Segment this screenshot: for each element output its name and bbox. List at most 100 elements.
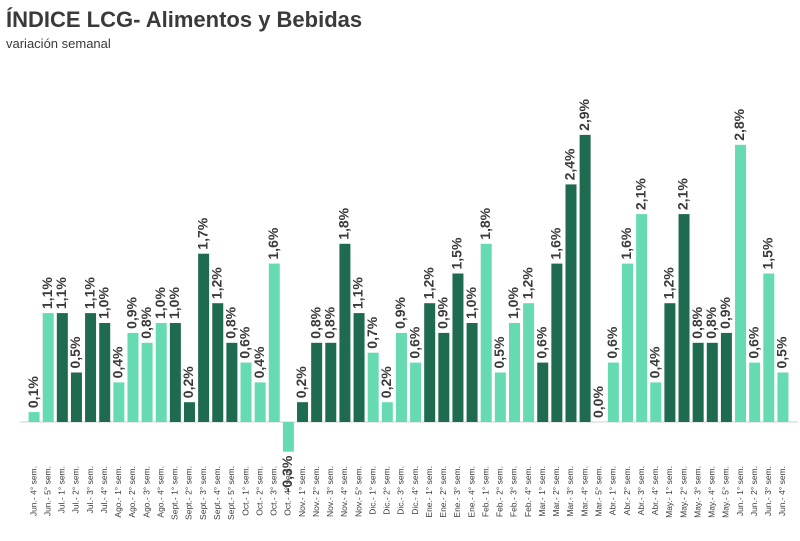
- value-label: 0,6%: [604, 326, 620, 358]
- value-label: 0,6%: [406, 326, 422, 358]
- bar: [720, 332, 732, 422]
- value-label: 2,1%: [675, 178, 691, 210]
- value-label: 2,9%: [576, 98, 592, 130]
- x-tick-label: Ago.- 4° sem.: [155, 466, 165, 518]
- bar: [692, 342, 704, 422]
- value-label: 1,0%: [95, 287, 111, 319]
- bar: [410, 362, 422, 422]
- x-tick-label: Mar.- 2° sem.: [551, 466, 561, 517]
- x-tick-label: Mar.- 3° sem.: [565, 466, 575, 517]
- x-tick-label: Abr.- 4° sem.: [650, 466, 660, 515]
- bar: [607, 362, 619, 422]
- bar: [70, 372, 82, 422]
- value-label: 0,9%: [124, 296, 140, 328]
- value-label: 1,1%: [81, 277, 97, 309]
- bar: [169, 323, 181, 422]
- x-tick-label: Jun.- 4° sem.: [777, 466, 787, 516]
- x-tick-label: Jun.- 4° sem.: [28, 466, 38, 516]
- bar: [325, 342, 337, 422]
- value-label: 1,2%: [420, 267, 436, 299]
- value-label: 0,5%: [491, 336, 507, 368]
- bar: [537, 362, 549, 422]
- bar: [622, 263, 634, 422]
- bar: [579, 134, 591, 422]
- x-tick-label: Dic.- 2° sem.: [382, 466, 392, 515]
- bar: [339, 243, 351, 422]
- x-tick-label: Ene.- 3° sem.: [452, 466, 462, 518]
- x-tick-label: Dic.- 1° sem.: [367, 466, 377, 515]
- x-tick-label: Sept.- 2° sem.: [184, 466, 194, 520]
- bar: [212, 303, 224, 422]
- value-label: 0,4%: [110, 346, 126, 378]
- value-label: 1,2%: [519, 267, 535, 299]
- bar: [664, 303, 676, 422]
- x-tick-label: May.- 1° sem.: [664, 466, 674, 518]
- bar: [99, 323, 111, 422]
- value-label: 1,5%: [449, 237, 465, 269]
- bar: [508, 323, 520, 422]
- value-label: 0,6%: [745, 326, 761, 358]
- value-label: 0,4%: [251, 346, 267, 378]
- value-label: 0,6%: [533, 326, 549, 358]
- x-tick-label: Mar.- 1° sem.: [537, 466, 547, 517]
- x-tick-label: Oct.- 4° sem.: [283, 466, 293, 516]
- x-tick-label: May.- 4° sem.: [707, 466, 717, 518]
- bar: [636, 214, 648, 422]
- value-label: 0,2%: [293, 366, 309, 398]
- x-tick-label: Ene.- 2° sem.: [438, 466, 448, 518]
- bar: [706, 342, 718, 422]
- value-label: 1,8%: [477, 207, 493, 239]
- value-label: 0,8%: [321, 306, 337, 338]
- bar: [523, 303, 535, 422]
- bar: [127, 332, 139, 422]
- x-tick-label: Ago.- 1° sem.: [113, 466, 123, 518]
- x-tick-label: Feb.- 3° sem.: [509, 466, 519, 517]
- x-tick-label: Jul.- 1° sem.: [57, 466, 67, 513]
- bar: [777, 372, 789, 422]
- x-tick-label: Nov.- 3° sem.: [325, 466, 335, 517]
- x-tick-label: Jun.- 3° sem.: [763, 466, 773, 516]
- value-label: 1,0%: [166, 287, 182, 319]
- x-tick-label: Sept.- 3° sem.: [198, 466, 208, 520]
- bar: [282, 422, 294, 452]
- x-tick-label: Mar.- 5° sem.: [594, 466, 604, 517]
- value-label: 0,0%: [590, 386, 606, 418]
- bar: [42, 313, 54, 422]
- x-tick-label: Oct.- 1° sem.: [240, 466, 250, 516]
- bar: [395, 332, 407, 422]
- bar: [367, 352, 379, 422]
- bar: [763, 273, 775, 422]
- x-tick-label: Feb.- 2° sem.: [495, 466, 505, 517]
- x-tick-label: Ene.- 4° sem.: [466, 466, 476, 518]
- bar: [452, 273, 464, 422]
- value-label: 0,9%: [392, 296, 408, 328]
- x-tick-label: Ago.- 2° sem.: [127, 466, 137, 518]
- x-tick-label: Nov.- 4° sem.: [339, 466, 349, 517]
- bar: [749, 362, 761, 422]
- bar: [735, 144, 747, 423]
- value-label: 1,6%: [618, 227, 634, 259]
- x-tick-label: Feb.- 1° sem.: [480, 466, 490, 517]
- bar: [240, 362, 252, 422]
- x-tick-label: Jul.- 2° sem.: [71, 466, 81, 513]
- x-tick-label: Ene.- 1° sem.: [424, 466, 434, 518]
- bar: [480, 243, 492, 422]
- bar: [155, 323, 167, 422]
- value-label: 0,5%: [67, 336, 83, 368]
- value-label: 1,2%: [208, 267, 224, 299]
- value-label: 1,0%: [505, 287, 521, 319]
- bar: [226, 342, 238, 422]
- value-label: 1,7%: [194, 217, 210, 249]
- value-label: 1,1%: [39, 277, 55, 309]
- value-label: 2,4%: [562, 148, 578, 180]
- bar: [297, 402, 309, 422]
- x-tick-label: Oct.- 3° sem.: [269, 466, 279, 516]
- x-tick-label: Abr.- 1° sem.: [608, 466, 618, 515]
- bar: [56, 313, 68, 422]
- bar: [565, 184, 577, 422]
- x-tick-label: Abr.- 2° sem.: [622, 466, 632, 515]
- x-tick-label: Oct.- 2° sem.: [254, 466, 264, 516]
- value-label: 1,6%: [548, 227, 564, 259]
- x-tick-label: Jul.- 4° sem.: [99, 466, 109, 513]
- value-label: 1,6%: [265, 227, 281, 259]
